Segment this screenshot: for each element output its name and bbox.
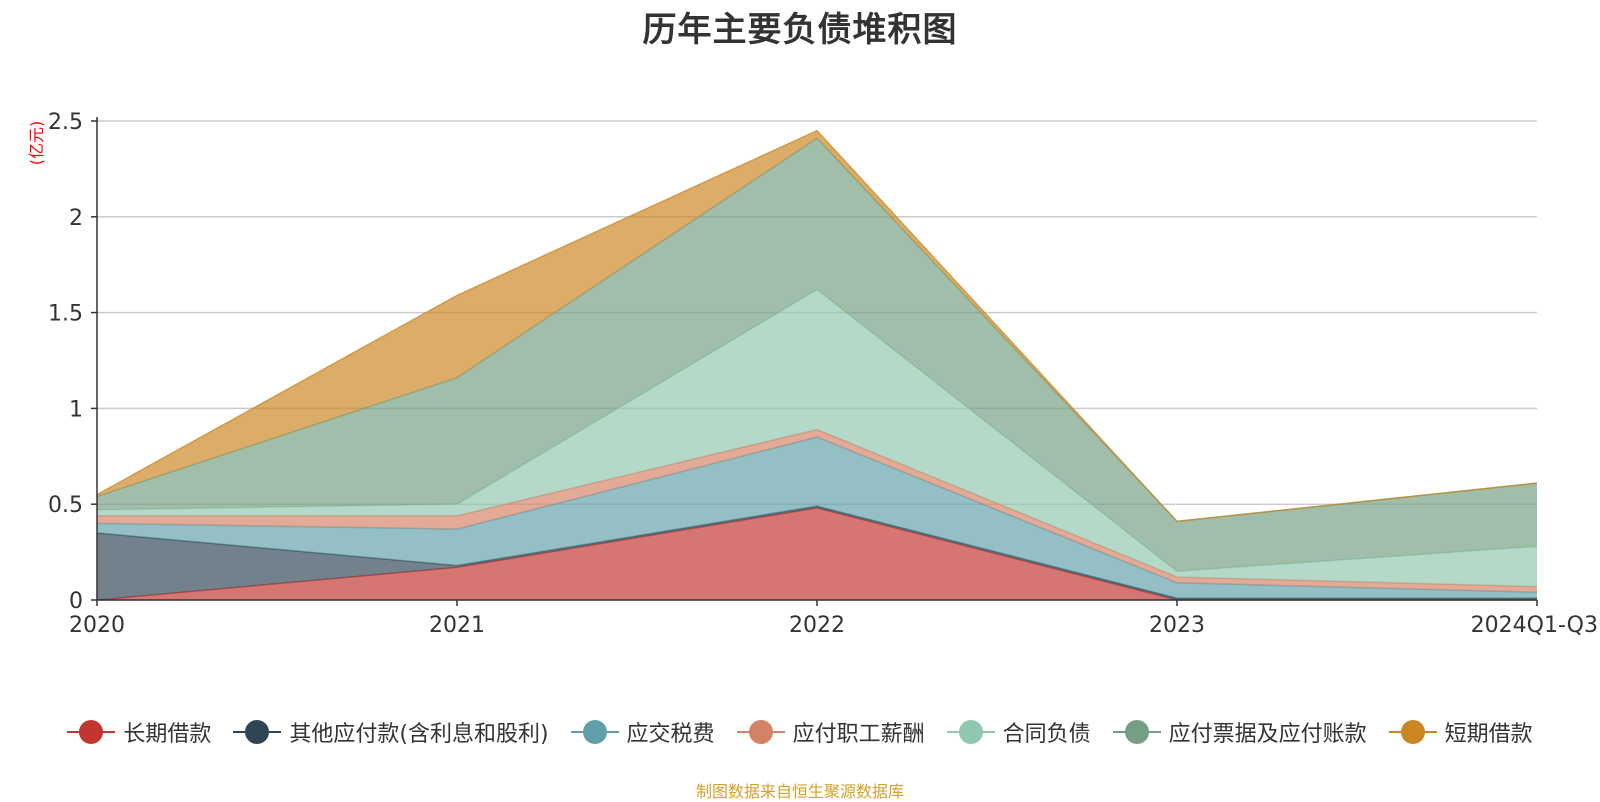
chart-title: 历年主要负债堆积图 [642, 10, 958, 50]
x-tick-label: 2020 [69, 613, 125, 638]
area-series-2[interactable] [97, 437, 1537, 599]
legend-label: 其他应付款(含利息和股利) [289, 722, 549, 747]
legend-label: 应付职工薪酬 [792, 722, 925, 747]
legend: 长期借款 其他应付款(含利息和股利) 应交税费 应付职工薪酬 合同负债 应付票据及应付账款… [0, 716, 1600, 748]
legend-label: 长期借款 [123, 722, 212, 747]
stacked-area-chart: 0 0.5 1 1.5 2 2.5 2020 2021 2022 2023 2024Q1-Q3 (亿… [27, 110, 1598, 638]
legend-label: 合同负债 [1002, 722, 1091, 747]
y-tick-label: 2.5 [48, 110, 83, 135]
legend-marker-dot [245, 720, 270, 744]
x-tick-label: 2021 [429, 613, 485, 638]
legend-item-1[interactable]: 其他应付款(含利息和股利) [233, 716, 549, 748]
area-series-4[interactable] [97, 289, 1537, 587]
legend-marker-icon [946, 720, 995, 744]
legend-marker-dot [79, 720, 104, 744]
legend-marker-dot [582, 720, 607, 744]
legend-item-4[interactable]: 合同负债 [946, 716, 1091, 748]
legend-marker-icon [1388, 720, 1437, 744]
legend-item-5[interactable]: 应付票据及应付账款 [1112, 716, 1367, 748]
x-tick-label: 2022 [789, 613, 845, 638]
area-series-5[interactable] [97, 138, 1537, 572]
source-note: 制图数据来自恒生聚源数据库 [695, 782, 904, 801]
legend-label: 短期借款 [1444, 722, 1533, 747]
x-tick-label: 2023 [1149, 613, 1205, 638]
legend-marker-dot [1124, 720, 1149, 744]
y-tick-label: 2 [69, 206, 83, 231]
area-series-layer [96, 129, 1538, 601]
x-tick-label: 2024Q1-Q3 [1471, 613, 1598, 638]
y-tick-label: 0 [69, 589, 83, 614]
y-tick-label: 0.5 [48, 493, 83, 518]
area-series-edge-6 [96, 129, 1538, 523]
y-tick-label: 1.5 [48, 302, 83, 327]
legend-marker-dot [748, 720, 773, 744]
legend-marker-icon [233, 720, 282, 744]
legend-label: 应付票据及应付账款 [1168, 722, 1367, 747]
area-series-0[interactable] [97, 508, 1537, 600]
y-axis-unit-label: (亿元) [27, 121, 46, 166]
legend-item-6[interactable]: 短期借款 [1388, 716, 1533, 748]
legend-marker-icon [736, 720, 785, 744]
legend-label: 应交税费 [626, 722, 715, 747]
legend-item-3[interactable]: 应付职工薪酬 [736, 716, 925, 748]
legend-marker-dot [958, 720, 983, 744]
legend-marker-icon [1112, 720, 1161, 744]
y-tick-label: 1 [69, 397, 83, 422]
legend-marker-icon [67, 720, 116, 744]
legend-item-0[interactable]: 长期借款 [67, 716, 211, 748]
legend-item-2[interactable]: 应交税费 [570, 716, 715, 748]
legend-marker-dot [1400, 720, 1425, 744]
legend-marker-icon [570, 720, 619, 744]
axes: 0 0.5 1 1.5 2 2.5 2020 2021 2022 2023 2024Q1-Q3 [48, 110, 1598, 638]
